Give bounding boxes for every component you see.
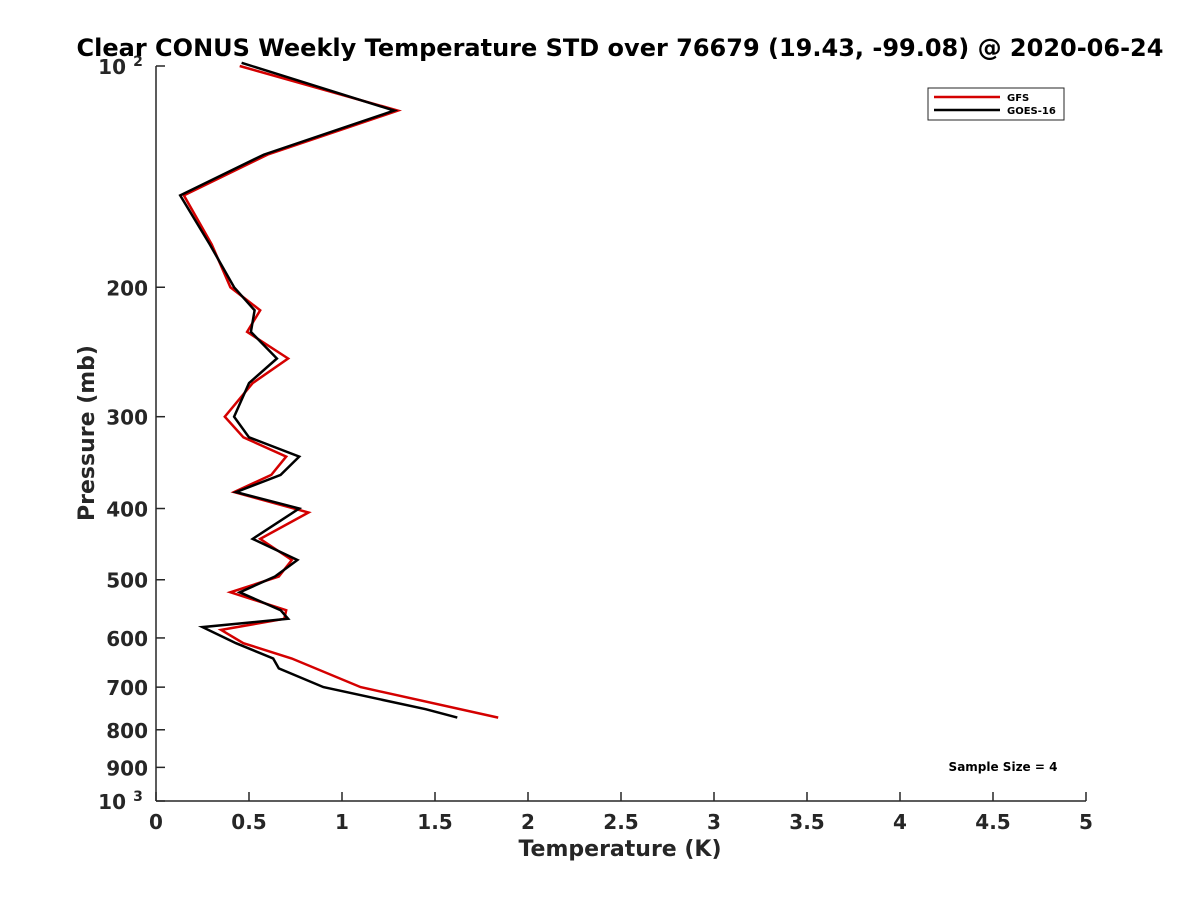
y-tick-label: 700 bbox=[106, 676, 148, 700]
y-tick-label: 500 bbox=[106, 569, 148, 593]
x-tick-label: 0 bbox=[149, 810, 163, 834]
x-tick-label: 2.5 bbox=[603, 810, 638, 834]
x-tick-label: 0.5 bbox=[231, 810, 266, 834]
legend-label-gfs: GFS bbox=[1007, 93, 1029, 104]
sample-size-note: Sample Size = 4 bbox=[949, 760, 1058, 774]
y-tick-label: 10 bbox=[98, 55, 126, 79]
y-tick-exponent: 3 bbox=[133, 789, 143, 805]
legend: GFS GOES-16 bbox=[927, 87, 1065, 121]
legend-label-goes16: GOES-16 bbox=[1007, 106, 1056, 117]
y-tick-label: 10 bbox=[98, 790, 126, 814]
y-tick-label: 200 bbox=[106, 276, 148, 300]
y-tick-label: 800 bbox=[106, 719, 148, 743]
x-tick-label: 2 bbox=[521, 810, 535, 834]
y-tick-label: 900 bbox=[106, 756, 148, 780]
x-ticks: 0 0.5 1 1.5 2 2.5 3 3.5 4 4.5 5 bbox=[149, 792, 1093, 834]
series-line-gfs bbox=[182, 64, 499, 719]
chart-title: Clear CONUS Weekly Temperature STD over … bbox=[77, 34, 1164, 62]
series-line-goes16 bbox=[178, 61, 458, 719]
y-axis-label: Pressure (mb) bbox=[75, 345, 100, 521]
y-tick-label: 300 bbox=[106, 406, 148, 430]
legend-box bbox=[927, 87, 1065, 121]
plot-lines bbox=[178, 61, 499, 719]
y-tick-exponent: 2 bbox=[133, 54, 143, 70]
x-tick-label: 3 bbox=[707, 810, 721, 834]
x-tick-label: 4 bbox=[893, 810, 907, 834]
x-axis-label: Temperature (K) bbox=[518, 837, 721, 862]
axes bbox=[155, 66, 1086, 802]
x-tick-label: 3.5 bbox=[789, 810, 824, 834]
y-ticks: 10 2 200 300 400 500 600 700 800 900 10 3 bbox=[98, 54, 165, 814]
x-tick-label: 4.5 bbox=[975, 810, 1010, 834]
x-tick-label: 1.5 bbox=[417, 810, 452, 834]
x-tick-label: 1 bbox=[335, 810, 349, 834]
x-tick-label: 5 bbox=[1079, 810, 1093, 834]
y-tick-label: 400 bbox=[106, 498, 148, 522]
y-tick-label: 600 bbox=[106, 627, 148, 651]
